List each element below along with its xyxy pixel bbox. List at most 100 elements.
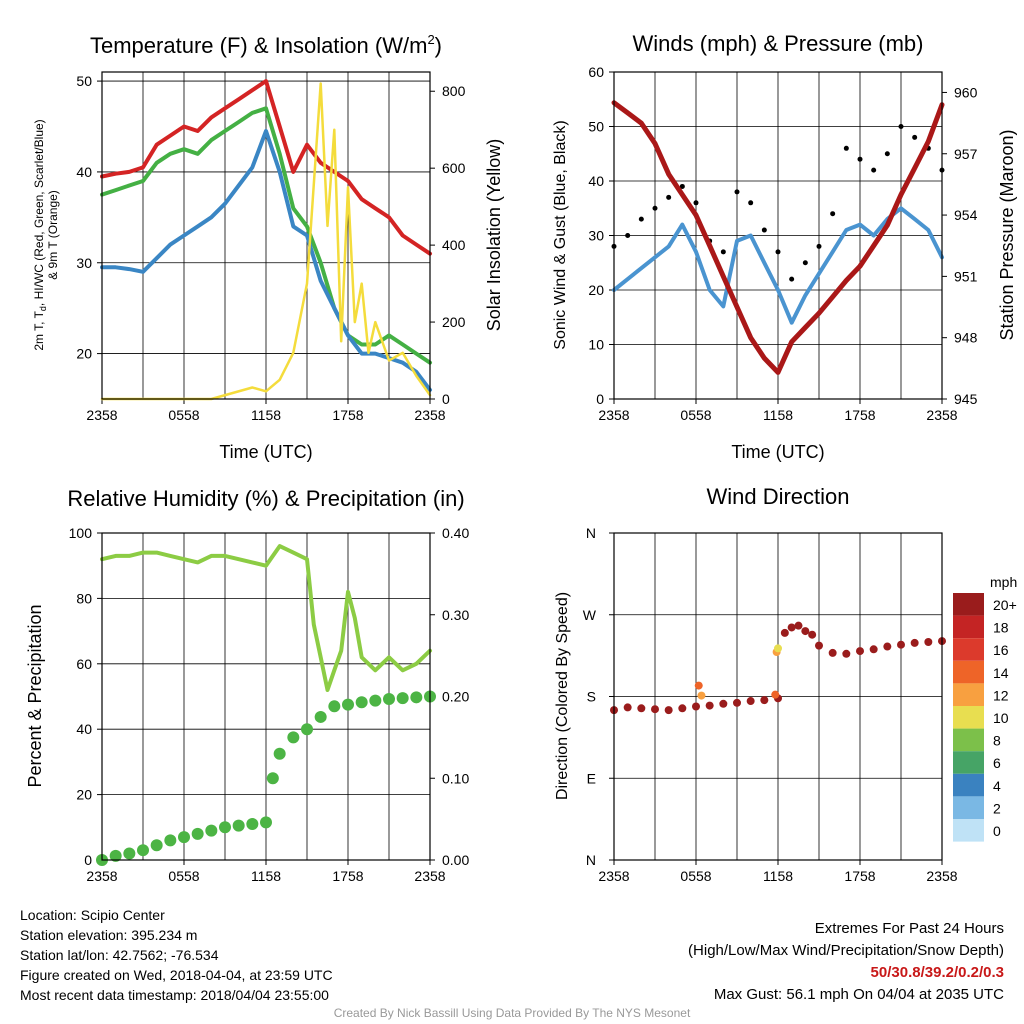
precip-point	[178, 831, 190, 844]
temperature-ylabel-line2: & 9m T (Orange)	[46, 190, 60, 280]
x-tick-label: 2358	[86, 407, 117, 423]
x-tick-label: 2358	[598, 868, 629, 884]
x-tick-label: 1758	[844, 407, 875, 423]
precip-point	[266, 772, 279, 785]
precip-point	[150, 839, 163, 852]
y-tick-label: 50	[588, 119, 604, 135]
temperature-ylabel-sub: d	[38, 306, 48, 311]
direction-point	[651, 705, 659, 714]
precip-point	[328, 700, 341, 713]
series-sonic-wind	[612, 206, 944, 325]
direction-point	[808, 630, 817, 639]
y2-tick-label: 945	[954, 391, 978, 407]
gust-point	[912, 134, 918, 140]
gust-point	[898, 124, 904, 129]
plot-frame	[101, 532, 431, 861]
y2-tick-label: 0.30	[442, 607, 469, 623]
legend-label: 10	[993, 710, 1009, 726]
gust-point	[884, 151, 890, 157]
gust-point	[830, 211, 836, 217]
precip-point	[137, 844, 149, 857]
precip-point	[355, 696, 368, 709]
y2-tick-label: 951	[954, 268, 978, 284]
x-tick-label: 2358	[598, 407, 629, 423]
legend-label: 14	[993, 665, 1009, 681]
direction-point	[856, 647, 864, 656]
temperature-ylabel-a: 2m T, T	[32, 310, 46, 350]
info-recent: Most recent data timestamp: 2018/04/04 2…	[20, 987, 329, 1003]
plot-frame	[613, 532, 943, 861]
y-tick-label: 0	[596, 391, 604, 407]
x-tick-label: 2358	[926, 868, 957, 884]
direction-point	[678, 704, 687, 713]
direction-tick-label: S	[587, 689, 596, 705]
precip-point	[383, 692, 395, 705]
extremes-values: 50/30.8/39.2/0.2/0.3	[870, 964, 1004, 981]
winds-title: Winds (mph) & Pressure (mb)	[633, 31, 924, 56]
y-tick-label: 60	[76, 656, 92, 672]
y2-tick-label: 957	[954, 146, 978, 162]
plot-frame	[101, 71, 431, 400]
legend-swatch	[953, 728, 984, 752]
legend-title: mph	[990, 574, 1017, 590]
direction-point	[774, 644, 782, 653]
precip-point	[369, 694, 382, 707]
x-tick-label: 1758	[844, 868, 875, 884]
x-tick-label: 2358	[414, 868, 445, 884]
winds-ylabel-left: Sonic Wind & Gust (Blue, Black)	[552, 120, 569, 349]
x-tick-label: 0558	[168, 407, 199, 423]
precip-point	[109, 849, 122, 862]
temperature-ylabel-line1: 2m T, Td, HI/WC (Red, Green, Scarlet/Blu…	[32, 119, 48, 350]
gust-point	[638, 216, 644, 222]
temperature-xlabel: Time (UTC)	[219, 442, 312, 462]
gust-point	[693, 200, 699, 206]
direction-point	[697, 691, 706, 700]
y2-tick-label: 948	[954, 330, 978, 346]
winds-xlabel: Time (UTC)	[731, 442, 824, 462]
gust-point	[679, 183, 685, 189]
legend-swatch	[953, 796, 984, 819]
gust-point	[857, 156, 863, 162]
precip-point	[205, 824, 218, 837]
extremes-max-gust: Max Gust: 56.1 mph On 04/04 at 2035 UTC	[713, 986, 1004, 1003]
direction-point	[637, 704, 646, 713]
direction-point	[924, 638, 933, 646]
info-created: Figure created on Wed, 2018-04-04, at 23…	[20, 967, 333, 983]
direction-point	[705, 701, 714, 710]
direction-point	[664, 706, 673, 715]
temperature-ylabel-b: , HI/WC (Red, Green, Scarlet/Blue)	[32, 119, 46, 306]
info-location: Location: Scipio Center	[20, 907, 165, 923]
gust-point	[666, 194, 672, 200]
y2-tick-label: 200	[442, 314, 466, 330]
y2-tick-label: 960	[954, 84, 978, 100]
plot-frame	[613, 71, 943, 400]
y-tick-label: 40	[76, 721, 92, 737]
extremes-info: Extremes For Past 24 Hours (High/Low/Max…	[688, 918, 1004, 1006]
x-tick-label: 1158	[251, 407, 281, 423]
temperature-title-main: Temperature (F) & Insolation (W/m	[90, 33, 427, 58]
legend-swatch	[953, 751, 984, 774]
y2-tick-label: 600	[442, 160, 466, 176]
direction-point	[815, 641, 823, 650]
credit-line: Created By Nick Bassill Using Data Provi…	[333, 1006, 691, 1020]
direction-point	[869, 645, 878, 654]
legend-swatch	[953, 660, 984, 684]
precip-point	[219, 821, 231, 834]
humidity-ylabel: Percent & Precipitation	[25, 604, 45, 787]
gust-point	[789, 276, 795, 282]
legend-swatch	[953, 638, 984, 661]
direction-point	[897, 640, 905, 649]
y-tick-label: 20	[76, 346, 92, 362]
y-tick-label: 0	[84, 852, 92, 868]
legend-swatch	[953, 773, 984, 797]
y2-tick-label: 400	[442, 237, 466, 253]
speed-legend: mph 20+ 18 16 14 12 10 8 6 4 2 0	[953, 574, 1017, 842]
precip-point	[246, 818, 259, 831]
station-info: Location: Scipio Center Station elevatio…	[20, 905, 333, 1005]
info-latlon: Station lat/lon: 42.7562; -76.534	[20, 947, 219, 963]
precip-point	[396, 692, 409, 705]
y2-tick-label: 800	[442, 83, 466, 99]
gust-point	[748, 200, 754, 206]
x-tick-label: 0558	[680, 407, 711, 423]
direction-point	[828, 648, 837, 657]
